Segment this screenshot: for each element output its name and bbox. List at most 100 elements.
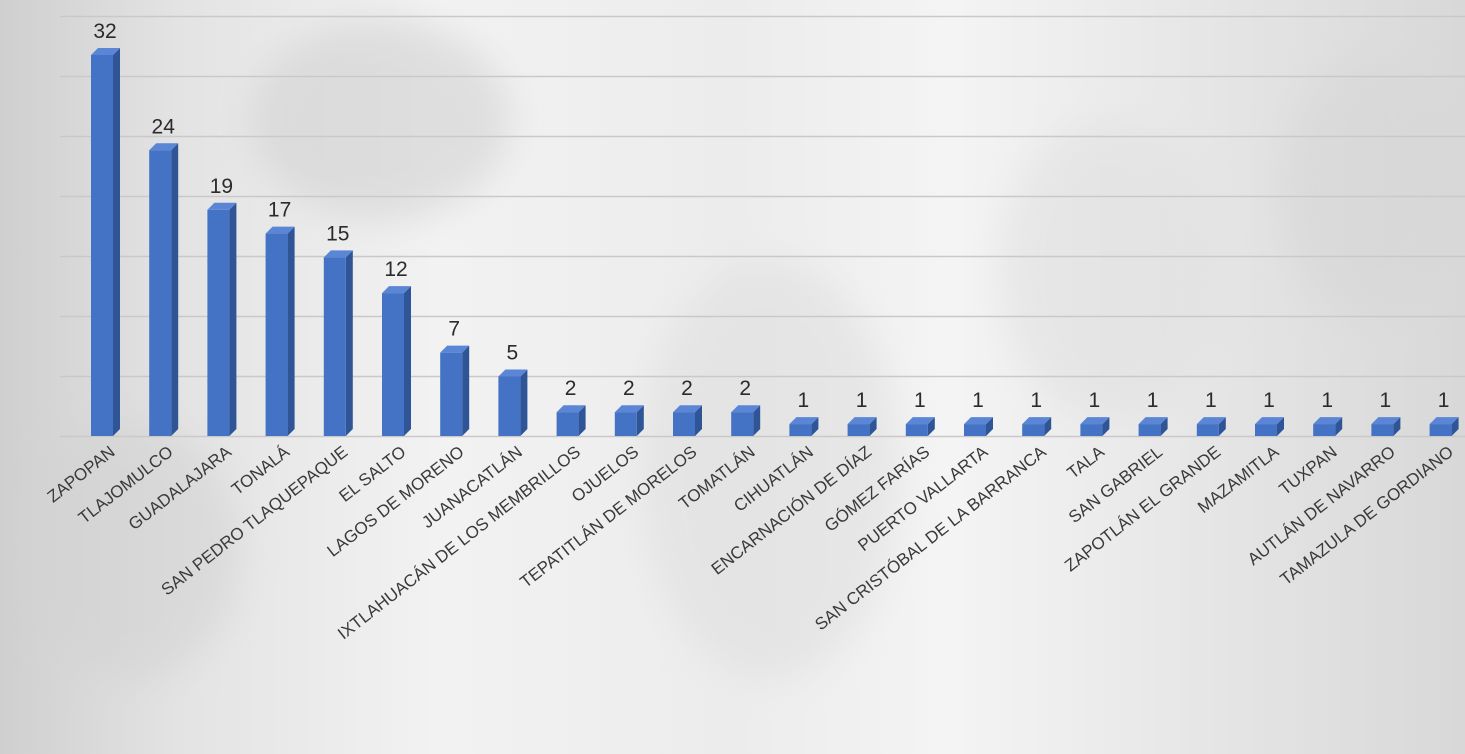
category-label: JUANACATLÁN <box>418 442 525 532</box>
data-label: 1 <box>1089 389 1101 412</box>
bar-front <box>731 412 754 436</box>
background-photo-shape <box>250 20 510 220</box>
bar <box>323 250 353 436</box>
data-label: 2 <box>681 377 693 400</box>
bar-top <box>789 417 819 425</box>
bar-side <box>1160 417 1168 436</box>
bar <box>1371 417 1401 436</box>
bar-front <box>1138 424 1161 436</box>
bar <box>789 417 819 436</box>
bar <box>1429 417 1459 436</box>
data-label: 1 <box>856 389 868 412</box>
data-label: 24 <box>152 115 176 138</box>
bar-side <box>869 417 877 436</box>
bar-top <box>1429 417 1459 425</box>
bar-top <box>498 369 528 377</box>
bar <box>91 48 120 436</box>
bar-front <box>1196 424 1219 436</box>
bar-side <box>753 405 761 436</box>
bar-front <box>614 412 637 436</box>
bar-top <box>1080 417 1110 425</box>
bar <box>498 369 528 436</box>
background-photo-shape <box>1280 60 1460 320</box>
data-label: 12 <box>384 258 407 281</box>
bar-top <box>1196 417 1226 425</box>
bar-top <box>207 202 237 210</box>
category-label: GUADALAJARA <box>125 442 235 534</box>
bar-front <box>265 233 288 436</box>
bar-side <box>927 417 935 436</box>
bar-top <box>614 405 644 413</box>
bar-top <box>905 417 935 425</box>
bar-front <box>1371 424 1394 436</box>
bar-top <box>1313 417 1343 425</box>
bar-front <box>673 412 695 436</box>
bar-series <box>91 48 1459 436</box>
bar-side <box>986 417 993 436</box>
bar-front <box>382 293 404 436</box>
bar <box>1196 417 1226 436</box>
bar <box>440 345 470 436</box>
bar-side <box>1102 417 1110 436</box>
bar-side <box>1044 417 1052 436</box>
data-label: 2 <box>739 377 751 400</box>
data-label: 1 <box>914 389 926 412</box>
bar-top <box>673 405 702 413</box>
data-label: 1 <box>972 389 984 412</box>
bar-front <box>905 424 928 436</box>
bar <box>1022 417 1052 436</box>
bar-front <box>1255 424 1277 436</box>
bar-side <box>404 286 411 436</box>
bar <box>149 143 179 436</box>
data-label: 1 <box>1380 389 1392 412</box>
bar-side <box>520 369 528 436</box>
bar-top <box>1022 417 1052 425</box>
bar <box>614 405 644 436</box>
data-label: 1 <box>1321 389 1333 412</box>
bar <box>964 417 993 436</box>
bar-side <box>462 345 470 436</box>
bar-top <box>440 345 470 353</box>
bar-front <box>207 209 230 436</box>
bar-front <box>1313 424 1336 436</box>
bar-side <box>1393 417 1401 436</box>
bar <box>905 417 935 436</box>
bar-side <box>1335 417 1343 436</box>
bar <box>265 226 295 436</box>
bar-front <box>440 352 463 436</box>
data-label: 1 <box>1030 389 1042 412</box>
data-label: 15 <box>326 222 349 245</box>
bar-top <box>382 286 411 294</box>
data-label: 2 <box>623 377 635 400</box>
data-label: 1 <box>1263 389 1275 412</box>
bar-side <box>578 405 586 436</box>
bar-top <box>1371 417 1401 425</box>
bar-top <box>149 143 179 151</box>
bar <box>731 405 761 436</box>
data-label: 7 <box>448 318 460 341</box>
bar-top <box>265 226 295 234</box>
bar <box>382 286 411 436</box>
bar-side <box>345 250 353 436</box>
bar-side <box>229 202 237 436</box>
data-label: 5 <box>507 341 519 364</box>
bar-top <box>1138 417 1168 425</box>
bar <box>207 202 237 436</box>
bar-front <box>964 424 986 436</box>
bar-side <box>1451 417 1459 436</box>
bar-side <box>695 405 702 436</box>
data-label: 1 <box>798 389 810 412</box>
bar-side <box>1218 417 1226 436</box>
data-label: 1 <box>1147 389 1159 412</box>
bar-front <box>1080 424 1103 436</box>
bar-front <box>498 376 521 436</box>
bar-top <box>91 48 120 55</box>
bar-side <box>287 226 295 436</box>
bar-front <box>149 150 172 436</box>
bar-top <box>731 405 761 413</box>
data-label: 17 <box>268 199 291 222</box>
bar <box>1080 417 1110 436</box>
